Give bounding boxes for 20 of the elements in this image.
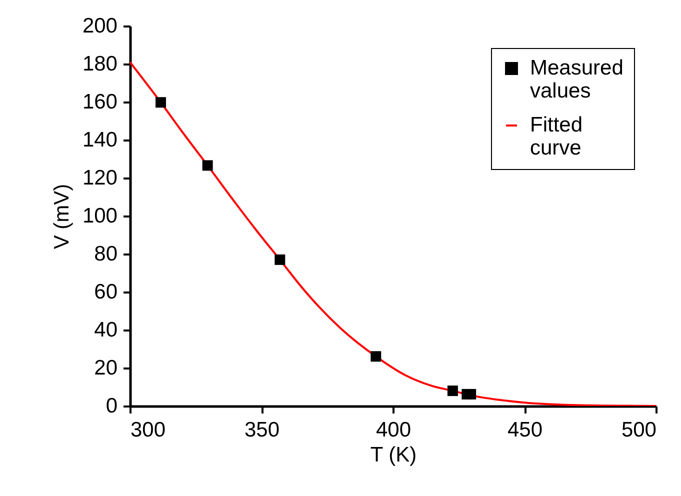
y-axis-title: V (mV) <box>50 184 74 250</box>
x-tick-label: 450 <box>507 418 543 442</box>
y-tick-label: 160 <box>82 90 118 114</box>
x-tick-label: 350 <box>244 418 280 442</box>
x-tick-label: 300 <box>130 418 166 442</box>
x-tick-label: 400 <box>376 418 412 442</box>
y-tick-label: 20 <box>94 356 118 380</box>
y-tick-label: 0 <box>106 394 118 418</box>
y-tick-label: 100 <box>82 204 118 228</box>
y-tick-label: 180 <box>82 52 118 76</box>
y-tick-label: 200 <box>82 14 118 38</box>
y-tick-label: 140 <box>82 128 118 152</box>
legend-label: Fitted curve <box>530 114 583 160</box>
y-tick-label: 40 <box>94 318 118 342</box>
y-tick-label: 60 <box>94 280 118 304</box>
x-axis-title: T (K) <box>370 444 417 466</box>
legend-label: Measured values <box>530 56 624 102</box>
y-tick-label: 120 <box>82 166 118 190</box>
y-tick-label: 80 <box>94 242 118 266</box>
x-tick-label: 500 <box>621 418 656 442</box>
